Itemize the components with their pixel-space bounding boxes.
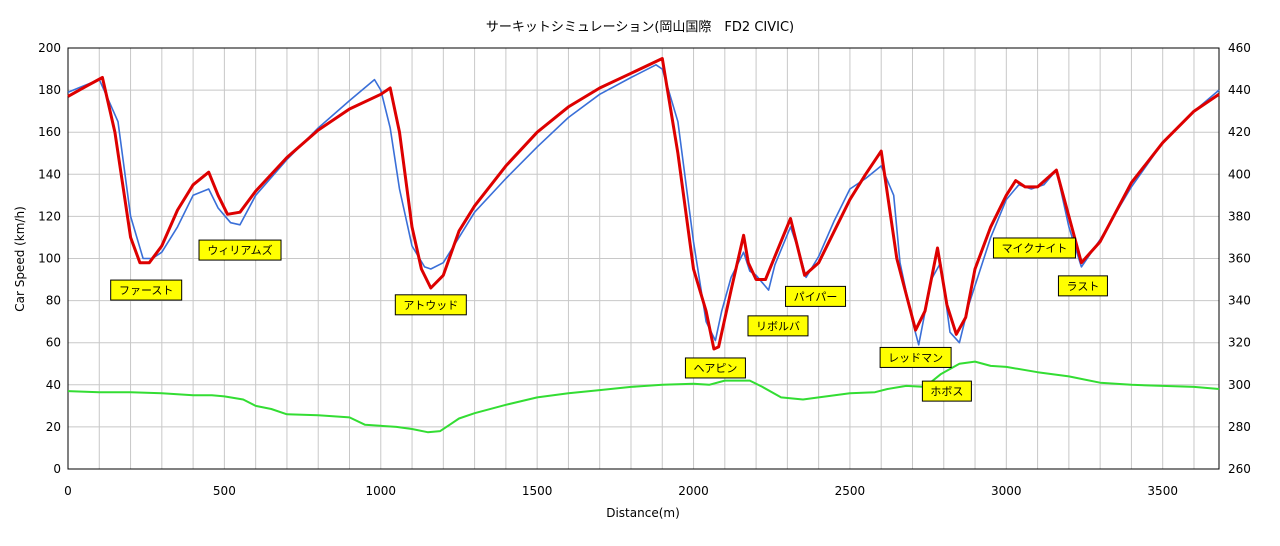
y-tick-label: 60 xyxy=(46,336,61,350)
y2-tick-label: 400 xyxy=(1228,167,1251,181)
y2-tick-label: 300 xyxy=(1228,378,1251,392)
corner-annotation: ホボス xyxy=(921,380,972,402)
annotation-box xyxy=(110,279,183,301)
chart-title: サーキットシミュレーション(岡山国際 FD2 CIVIC) xyxy=(486,20,794,35)
y-axis-label: Car Speed (km/h) xyxy=(13,206,27,312)
y2-tick-label: 380 xyxy=(1228,209,1251,223)
annotation-box xyxy=(394,294,467,316)
x-tick-label: 1000 xyxy=(365,484,396,498)
y-tick-label: 180 xyxy=(38,83,61,97)
y2-tick-label: 360 xyxy=(1228,252,1251,266)
y2-tick-label: 320 xyxy=(1228,336,1251,350)
annotation-box xyxy=(1057,275,1108,297)
annotation-box xyxy=(747,315,809,337)
x-tick-label: 500 xyxy=(213,484,236,498)
x-ticks: 0 500 1000 1500 2000 2500 3000 3500 xyxy=(64,484,1178,498)
x-tick-label: 0 xyxy=(64,484,72,498)
y2-tick-label: 460 xyxy=(1228,41,1251,55)
annotation-label: レッドマン xyxy=(888,351,943,364)
y2-ticks: 260 280 300 320 340 360 380 400 420 440 460 xyxy=(1228,41,1251,476)
y-tick-label: 20 xyxy=(46,420,61,434)
y-tick-label: 140 xyxy=(38,167,61,181)
corner-annotation: マイクナイト xyxy=(992,237,1076,259)
x-tick-label: 2500 xyxy=(835,484,866,498)
x-tick-label: 3000 xyxy=(991,484,1022,498)
y-tick-label: 40 xyxy=(46,378,61,392)
y-tick-label: 120 xyxy=(38,209,61,223)
annotation-label: ヘアピン xyxy=(693,362,737,375)
y2-tick-label: 340 xyxy=(1228,294,1251,308)
corner-annotation: リボルバ xyxy=(747,315,809,337)
corner-annotation: ヘアピン xyxy=(684,357,746,379)
annotation-label: ウィリアムズ xyxy=(207,243,272,257)
annotation-box xyxy=(684,357,746,379)
y2-tick-label: 260 xyxy=(1228,462,1251,476)
series-line-2 xyxy=(67,360,1220,434)
annotation-label: ラスト xyxy=(1067,280,1100,293)
x-tick-label: 3500 xyxy=(1147,484,1178,498)
annotation-label: マイクナイト xyxy=(1002,242,1068,255)
corner-annotation: ウィリアムズ xyxy=(198,239,282,261)
y2-tick-label: 280 xyxy=(1228,420,1251,434)
annotation-box xyxy=(785,285,847,307)
y-tick-label: 0 xyxy=(53,462,61,476)
annotation-label: ファースト xyxy=(119,284,173,297)
y-tick-label: 160 xyxy=(38,125,61,139)
annotation-label: アトウッド xyxy=(403,299,458,312)
y-tick-label: 100 xyxy=(38,252,61,266)
series-line-0 xyxy=(67,57,1220,351)
series-line-1 xyxy=(67,64,1220,346)
corner-annotation: パイパー xyxy=(785,285,847,307)
x-tick-label: 1500 xyxy=(522,484,553,498)
annotation-box xyxy=(198,239,282,261)
y-tick-label: 200 xyxy=(38,41,61,55)
annotation-box xyxy=(992,237,1076,259)
corner-annotation: ラスト xyxy=(1057,275,1108,297)
y2-tick-label: 420 xyxy=(1228,125,1251,139)
corner-annotation: アトウッド xyxy=(394,294,467,316)
annotation-label: パイパー xyxy=(794,290,838,303)
annotation-label: ホボス xyxy=(930,385,963,398)
y-tick-label: 80 xyxy=(46,294,61,308)
annotation-box xyxy=(921,380,972,402)
corner-annotation: レッドマン xyxy=(879,346,952,368)
plot-frame xyxy=(67,47,1220,470)
annotation-label: リボルバ xyxy=(756,320,800,333)
annotation-box xyxy=(879,346,952,368)
y2-tick-label: 440 xyxy=(1228,83,1251,97)
corner-annotation: ファースト xyxy=(110,279,183,301)
x-tick-label: 2000 xyxy=(678,484,709,498)
y-ticks: 0 20 40 60 80 100 120 140 160 180 200 xyxy=(38,41,61,476)
series-lines xyxy=(67,57,1220,434)
x-axis-label: Distance(m) xyxy=(606,506,680,520)
